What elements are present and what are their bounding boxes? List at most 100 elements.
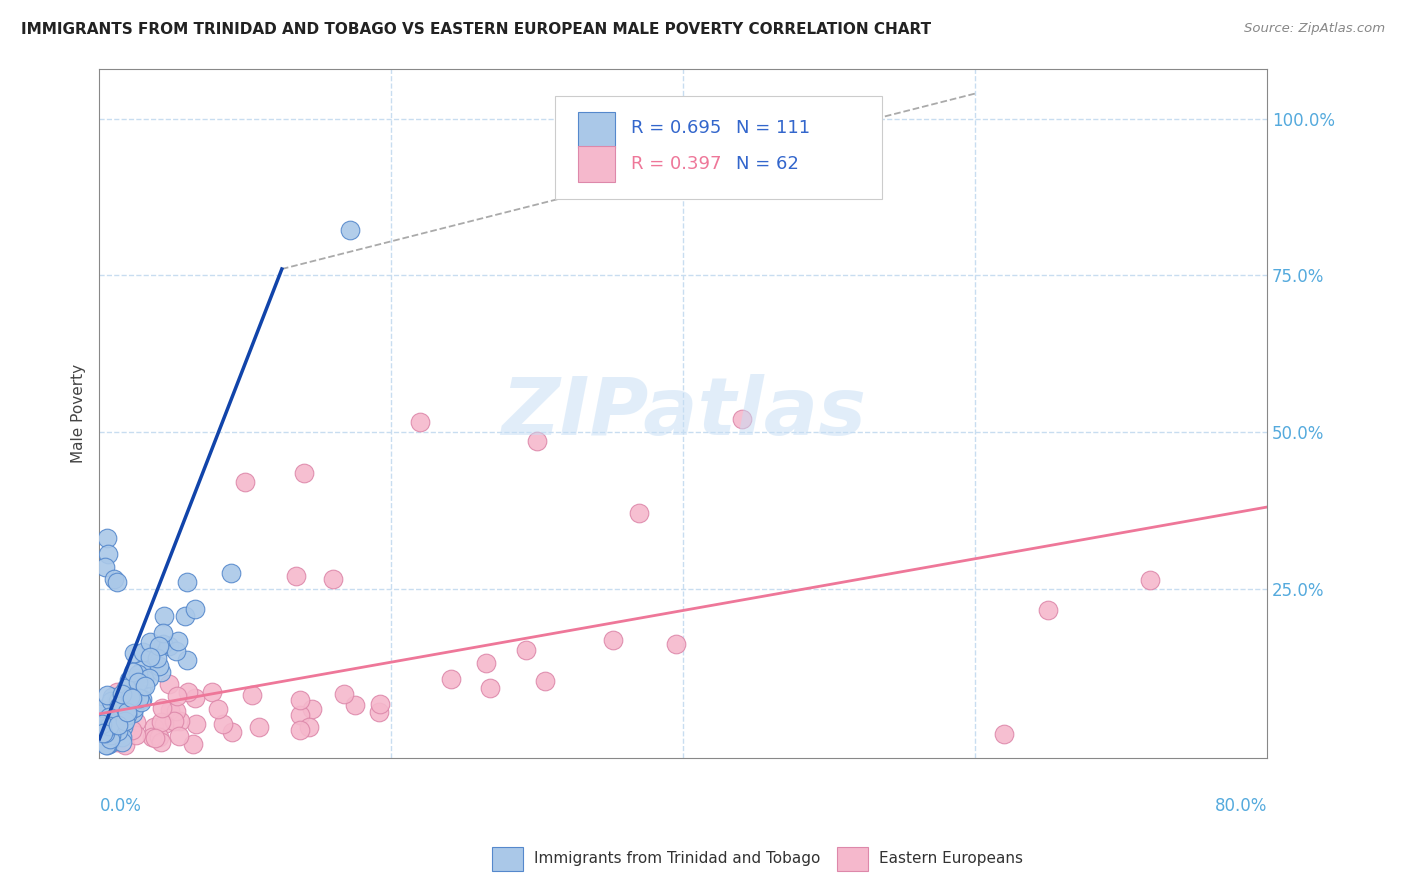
Point	[110, 731, 132, 745]
Point	[97, 719, 120, 733]
Point	[526, 434, 548, 449]
Point	[96, 738, 118, 752]
Text: ZIPatlas: ZIPatlas	[501, 374, 866, 452]
FancyBboxPatch shape	[555, 96, 882, 200]
Point	[105, 735, 128, 749]
Point	[107, 720, 129, 734]
Point	[150, 700, 173, 714]
Point	[153, 608, 176, 623]
Point	[98, 731, 121, 746]
Point	[115, 708, 138, 723]
Point	[665, 637, 688, 651]
Point	[101, 731, 124, 745]
Point	[94, 559, 117, 574]
Point	[152, 626, 174, 640]
Point	[93, 736, 115, 750]
Point	[149, 735, 172, 749]
Point	[149, 715, 172, 730]
Point	[117, 694, 139, 708]
Point	[134, 672, 156, 686]
Point	[122, 665, 145, 680]
Point	[176, 574, 198, 589]
Point	[110, 724, 132, 739]
Text: Source: ZipAtlas.com: Source: ZipAtlas.com	[1244, 22, 1385, 36]
Point	[134, 679, 156, 693]
Point	[96, 719, 118, 733]
Text: N = 62: N = 62	[735, 154, 799, 173]
Point	[90, 721, 112, 735]
Point	[301, 701, 323, 715]
Point	[474, 656, 496, 670]
FancyBboxPatch shape	[578, 145, 616, 182]
Point	[115, 705, 138, 719]
Point	[127, 674, 149, 689]
Point	[96, 729, 118, 743]
Point	[148, 639, 170, 653]
Point	[148, 730, 170, 744]
Point	[212, 716, 235, 731]
Point	[157, 639, 180, 653]
Point	[124, 696, 146, 710]
Point	[94, 714, 117, 728]
Point	[166, 689, 188, 703]
Point	[122, 706, 145, 720]
Point	[98, 737, 121, 751]
Point	[152, 637, 174, 651]
Point	[122, 646, 145, 660]
Point	[125, 714, 148, 729]
Point	[89, 702, 111, 716]
Point	[93, 736, 115, 750]
Point	[297, 720, 319, 734]
Point	[143, 720, 166, 734]
Point	[142, 661, 165, 675]
Point	[201, 685, 224, 699]
Point	[152, 717, 174, 731]
Point	[90, 717, 112, 731]
FancyBboxPatch shape	[578, 112, 616, 148]
Point	[165, 643, 187, 657]
Text: R = 0.397: R = 0.397	[631, 154, 721, 173]
Point	[93, 726, 115, 740]
Point	[100, 728, 122, 742]
Point	[440, 672, 463, 686]
Point	[479, 681, 502, 695]
Text: 0.0%: 0.0%	[100, 797, 142, 814]
Text: N = 111: N = 111	[735, 119, 810, 136]
Point	[628, 506, 651, 520]
Point	[143, 731, 166, 746]
Point	[96, 688, 118, 702]
Point	[108, 712, 131, 726]
Text: IMMIGRANTS FROM TRINIDAD AND TOBAGO VS EASTERN EUROPEAN MALE POVERTY CORRELATION: IMMIGRANTS FROM TRINIDAD AND TOBAGO VS E…	[21, 22, 931, 37]
Point	[176, 653, 198, 667]
Point	[108, 701, 131, 715]
Text: Immigrants from Trinidad and Tobago: Immigrants from Trinidad and Tobago	[534, 851, 821, 865]
Point	[107, 723, 129, 738]
Point	[121, 694, 143, 708]
Point	[290, 693, 312, 707]
Point	[163, 714, 186, 728]
Point	[100, 730, 122, 744]
Point	[105, 719, 128, 733]
Point	[115, 681, 138, 696]
Point	[167, 634, 190, 648]
Point	[730, 412, 752, 426]
Point	[108, 699, 131, 714]
Point	[121, 723, 143, 738]
Point	[98, 710, 121, 724]
Point	[139, 650, 162, 665]
Point	[121, 691, 143, 706]
Point	[94, 734, 117, 748]
Point	[112, 705, 135, 719]
Point	[285, 569, 308, 583]
Point	[141, 730, 163, 744]
Point	[103, 572, 125, 586]
Point	[96, 731, 118, 745]
Point	[89, 732, 111, 747]
Point	[98, 723, 121, 738]
Point	[121, 673, 143, 688]
Point	[91, 714, 114, 729]
Point	[111, 735, 134, 749]
Point	[96, 738, 118, 752]
Point	[129, 695, 152, 709]
Point	[181, 737, 204, 751]
